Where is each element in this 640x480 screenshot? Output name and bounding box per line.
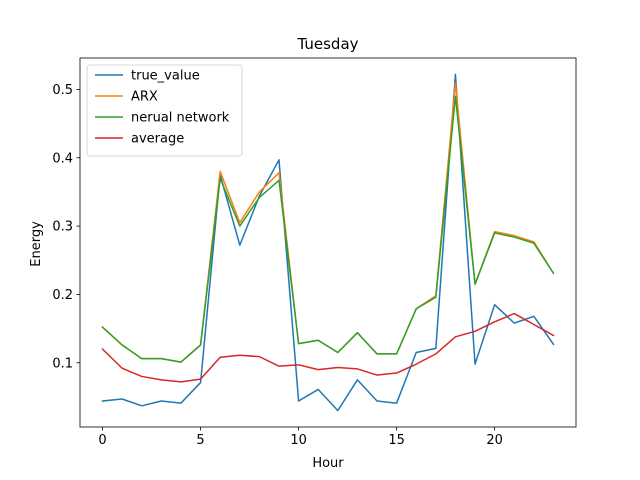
y-axis-title: Energy xyxy=(29,221,44,267)
x-tick-label: 10 xyxy=(290,433,307,448)
y-tick-label: 0.2 xyxy=(52,288,73,303)
legend-box xyxy=(86,64,243,157)
legend: true_value ARX nerual network average xyxy=(86,64,243,157)
series-line-average xyxy=(101,312,555,383)
legend-label: average xyxy=(131,132,184,147)
legend-label: true_value xyxy=(131,69,200,84)
plot-frame xyxy=(79,57,577,428)
x-axis: 0 5 10 15 20 xyxy=(98,427,503,448)
y-tick-label: 0.4 xyxy=(52,151,73,166)
x-tick-label: 5 xyxy=(196,433,204,448)
x-tick-label: 0 xyxy=(98,433,106,448)
y-axis: 0.1 0.2 0.3 0.4 0.5 xyxy=(52,83,80,371)
y-tick-label: 0.1 xyxy=(52,356,73,371)
plot-area xyxy=(79,57,577,428)
y-tick-label: 0.5 xyxy=(52,83,73,98)
chart-title: Tuesday xyxy=(296,35,358,53)
x-tick-label: 20 xyxy=(486,433,503,448)
series-line-true-value xyxy=(101,73,555,412)
series-line-nerual-network xyxy=(101,95,555,363)
legend-label: ARX xyxy=(131,90,158,105)
x-axis-title: Hour xyxy=(312,456,344,471)
x-tick-label: 15 xyxy=(388,433,405,448)
legend-label: nerual network xyxy=(131,111,230,126)
y-tick-label: 0.3 xyxy=(52,220,73,235)
